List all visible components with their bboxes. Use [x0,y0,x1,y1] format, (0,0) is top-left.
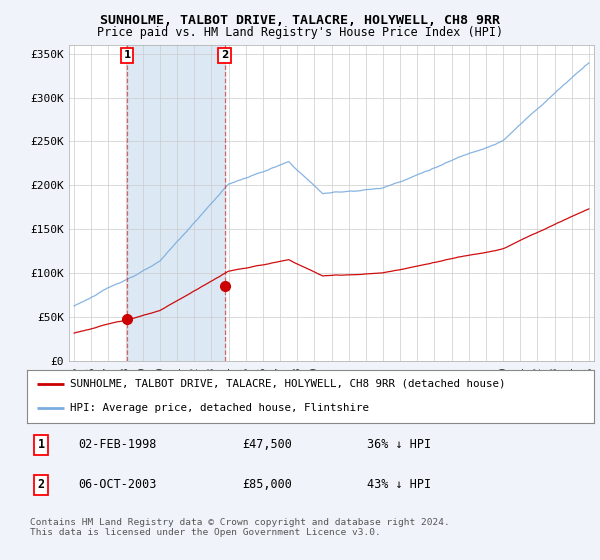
Text: 02-FEB-1998: 02-FEB-1998 [78,438,157,451]
Text: Contains HM Land Registry data © Crown copyright and database right 2024.
This d: Contains HM Land Registry data © Crown c… [30,518,450,538]
Text: 06-OCT-2003: 06-OCT-2003 [78,478,157,491]
Text: SUNHOLME, TALBOT DRIVE, TALACRE, HOLYWELL, CH8 9RR: SUNHOLME, TALBOT DRIVE, TALACRE, HOLYWEL… [100,14,500,27]
Text: 1: 1 [38,438,45,451]
Bar [127,45,224,361]
Text: Price paid vs. HM Land Registry's House Price Index (HPI): Price paid vs. HM Land Registry's House … [97,26,503,39]
Text: 2: 2 [38,478,45,491]
Text: £47,500: £47,500 [242,438,292,451]
Text: 43% ↓ HPI: 43% ↓ HPI [367,478,431,491]
Text: 1: 1 [124,50,131,60]
Text: SUNHOLME, TALBOT DRIVE, TALACRE, HOLYWELL, CH8 9RR (detached house): SUNHOLME, TALBOT DRIVE, TALACRE, HOLYWEL… [70,379,505,389]
Text: 2: 2 [221,50,228,60]
Text: 36% ↓ HPI: 36% ↓ HPI [367,438,431,451]
Text: £85,000: £85,000 [242,478,292,491]
Text: HPI: Average price, detached house, Flintshire: HPI: Average price, detached house, Flin… [70,403,368,413]
